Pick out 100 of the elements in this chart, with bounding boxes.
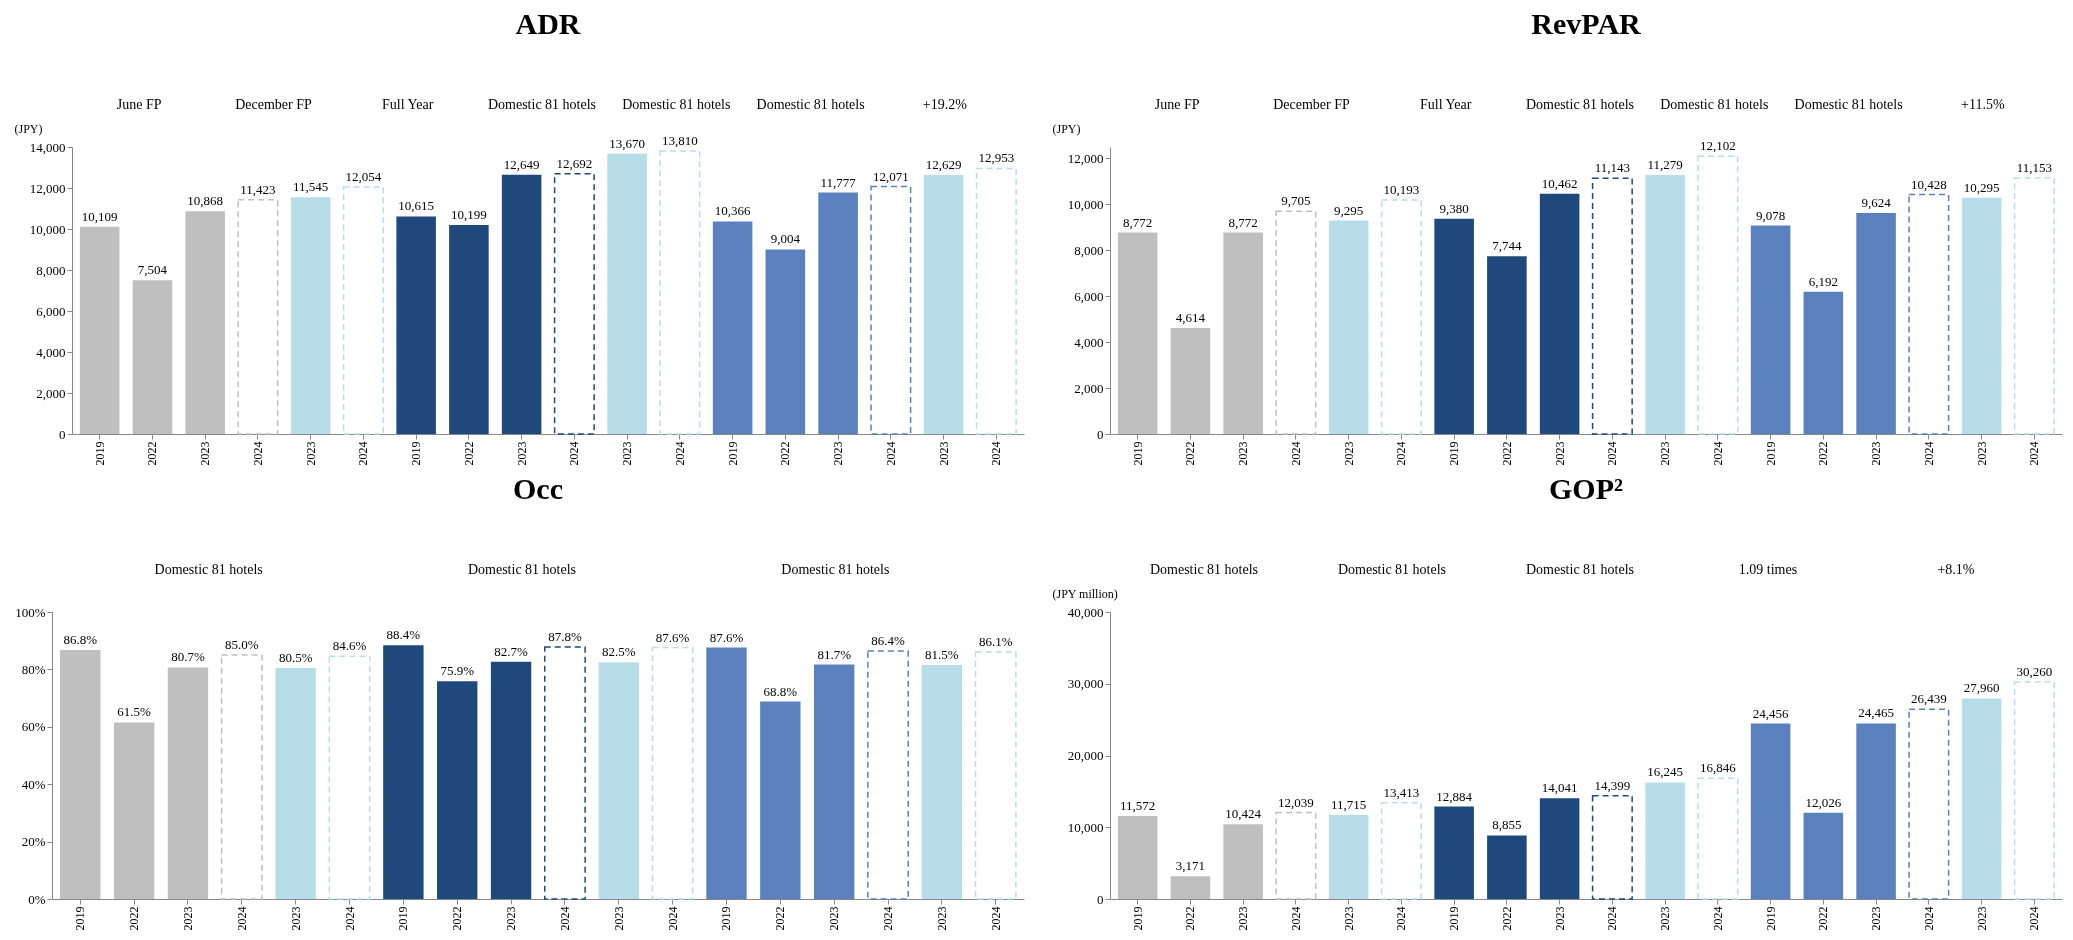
x-tick-label: 2024 [672,441,687,466]
data-label: 75.9% [440,663,475,679]
bar [607,153,647,434]
data-label: 10,295 [1963,179,2000,195]
data-label: 3,171 [1175,858,1206,874]
bar [383,645,424,899]
bar [1487,256,1527,434]
x-tick-label: 2022 [778,441,793,466]
text: +19.2% [922,97,968,112]
data-label: 11,153 [2016,159,2052,175]
bar [1275,811,1317,900]
bar [1434,218,1474,434]
y-tick-label: 30,000 [1067,676,1104,692]
x-tick-label: 2024 [1394,906,1409,931]
bar [921,665,963,899]
bar [1645,782,1685,899]
x-tick-label: 2019 [396,906,411,931]
x-tick-label: 2022 [127,906,142,931]
bar [490,661,532,899]
x-tick-label: 2024 [234,906,249,931]
data-label: 9,295 [1334,202,1364,218]
bar [1961,698,2002,899]
bar [1908,708,1950,900]
bar [396,216,436,434]
data-label: 11,143 [1594,160,1631,176]
data-label: 12,026 [1805,794,1842,810]
x-tick-label: 2023 [1552,441,1567,466]
text: Domestic 81 hotels [1660,97,1769,112]
bar [1697,777,1739,900]
chart-title: Occ [513,472,563,505]
x-tick-label: 2019 [1763,906,1778,931]
x-tick-label: 2023 [620,441,635,466]
data-label: 12,692 [556,155,593,171]
x-tick-label: 2024 [2027,906,2042,931]
x-tick-label: 2024 [567,441,582,466]
bar [1170,328,1211,434]
bar [1803,812,1844,899]
x-tick-label: 2023 [1236,441,1251,466]
data-label: 6,192 [1808,273,1838,289]
y-tick-label: 10,000 [29,221,66,237]
bar [1856,213,1896,434]
bar [113,722,155,899]
bar [1380,802,1422,900]
x-tick-label: 2023 [303,441,318,466]
x-tick-label: 2019 [1130,906,1145,931]
text: Full Year [1420,97,1472,112]
y-tick-label: 40% [21,776,46,792]
bar [543,646,586,900]
data-label: 9,705 [1281,193,1311,209]
bar [1856,723,1896,899]
bar [290,197,331,434]
data-label: 86.8% [63,631,98,647]
data-label: 80.7% [171,649,205,665]
data-label: 82.7% [494,643,529,659]
bar [1328,220,1369,434]
x-tick-label: 2024 [989,441,1004,466]
x-tick-label: 2023 [1658,441,1673,466]
text: +11.5% [1961,97,2005,112]
bar [1750,723,1791,899]
bar [760,701,801,899]
y-tick-label: 2,000 [36,385,66,401]
x-tick-label: 2019 [92,441,107,466]
x-tick-label: 2022 [1183,906,1198,931]
bar [2013,681,2055,900]
data-label: 10,868 [187,193,224,209]
text: Domestic 81 hotels [1525,562,1635,577]
x-tick-label: 2022 [1499,906,1514,931]
y-tick-label: 10,000 [1067,196,1104,212]
bar [1697,155,1739,435]
y-tick-label: 0 [59,426,66,442]
x-tick-label: 2024 [342,906,357,931]
data-label: 87.6% [655,629,690,645]
bar [1750,225,1791,434]
x-tick-label: 2022 [1183,441,1198,466]
bar [275,667,316,899]
x-tick-label: 2022 [1499,441,1514,466]
y-tick-label: 0 [1097,426,1104,442]
chart-title: GOP² [1549,472,1623,505]
y-tick-label: 20% [21,834,46,850]
x-tick-label: 2019 [1447,906,1462,931]
data-label: 16,245 [1647,764,1683,780]
y-tick-label: 12,000 [1067,150,1104,166]
y-tick-label: 4,000 [36,344,66,360]
x-tick-label: 2023 [288,906,303,931]
bar [651,646,694,900]
data-label: 86.4% [871,633,905,649]
text: +8.1% [1937,562,1975,577]
text: December FP [235,97,312,112]
y-tick-label: 12,000 [29,180,66,196]
x-tick-label: 2024 [2027,441,2042,466]
x-tick-label: 2023 [1552,906,1567,931]
bar [598,662,639,899]
data-label: 16,846 [1699,760,1737,776]
x-tick-label: 2023 [198,441,213,466]
bar [1170,876,1211,899]
x-tick-label: 2024 [1394,441,1409,466]
text: June FP [1154,97,1200,112]
data-label: 8,772 [1123,214,1153,230]
y-tick-label: 6,000 [36,303,66,319]
y-tick-label: 4,000 [1074,334,1104,350]
